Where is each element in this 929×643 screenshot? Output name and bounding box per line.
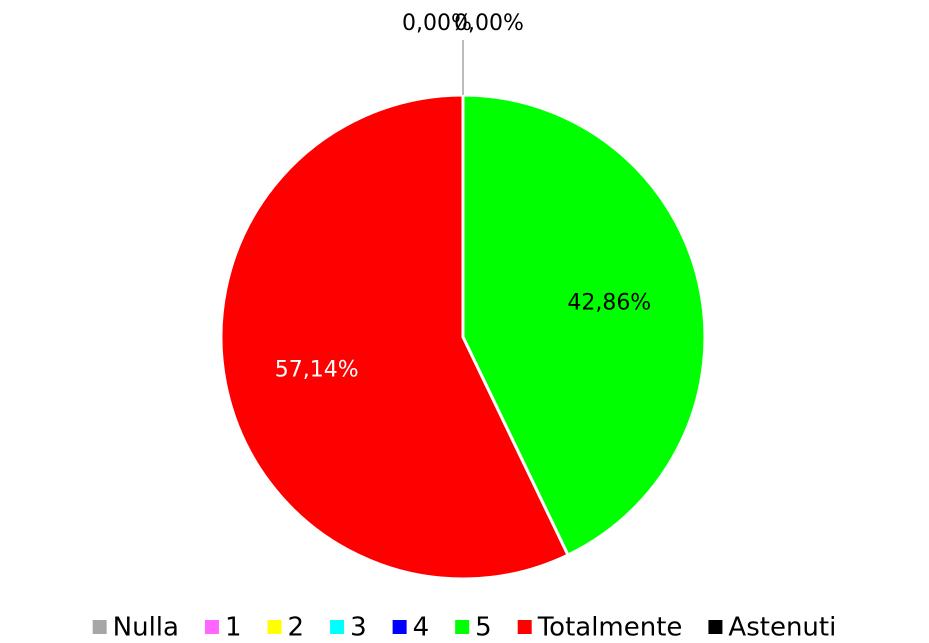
legend-label: 4 xyxy=(413,613,430,643)
legend-swatch xyxy=(455,620,470,634)
legend-label: 5 xyxy=(475,613,492,643)
data-label: 0,00% xyxy=(454,11,524,36)
legend-swatch xyxy=(92,620,107,634)
legend-label: 2 xyxy=(288,613,305,643)
data-label: 57,14% xyxy=(275,357,359,382)
data-label: 42,86% xyxy=(567,291,651,316)
legend-swatch xyxy=(392,620,407,634)
legend-swatch xyxy=(330,620,345,634)
legend-label: Astenuti xyxy=(728,613,836,643)
legend-swatch xyxy=(204,620,219,634)
legend-label: Totalmente xyxy=(537,613,683,643)
data-label: 0,00% xyxy=(402,11,472,36)
legend-swatch xyxy=(517,620,532,634)
pie-slice xyxy=(219,93,570,581)
legend-label: 3 xyxy=(350,613,367,643)
legend-label: 1 xyxy=(225,613,242,643)
pie-slice xyxy=(461,93,707,558)
legend-swatch xyxy=(267,620,282,634)
legend-swatch xyxy=(708,620,723,634)
legend-label: Nulla xyxy=(113,613,179,643)
